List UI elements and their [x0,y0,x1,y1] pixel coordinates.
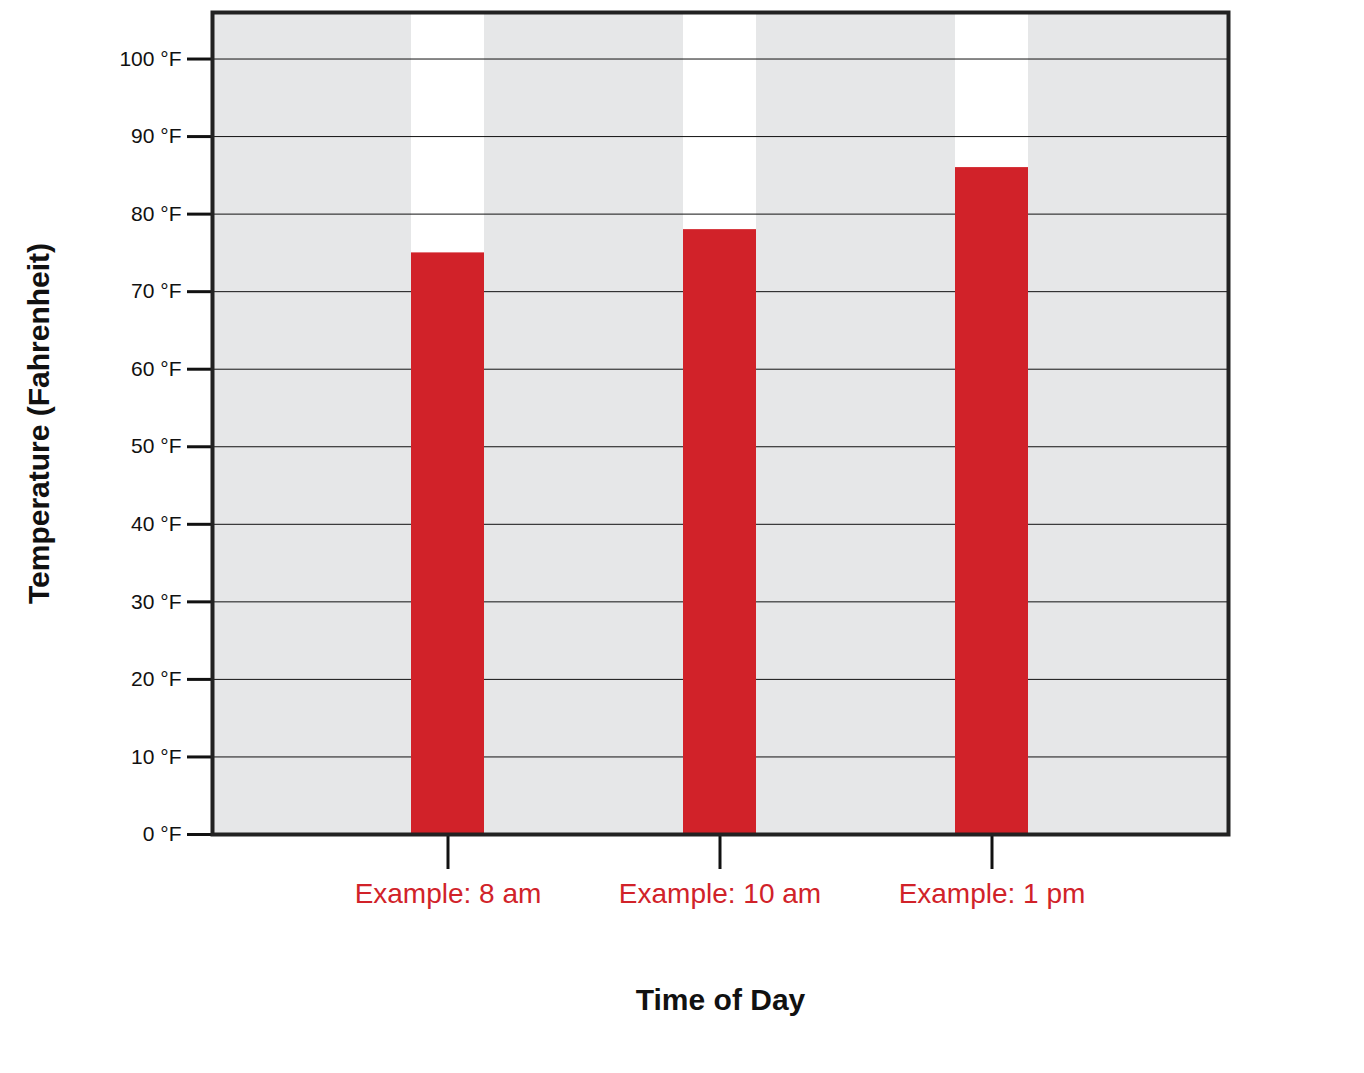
svg-text:10 °F: 10 °F [131,745,181,768]
svg-text:100 °F: 100 °F [119,47,181,70]
svg-text:70 °F: 70 °F [131,279,181,302]
svg-text:20 °F: 20 °F [131,667,181,690]
svg-text:80 °F: 80 °F [131,202,181,225]
svg-text:90 °F: 90 °F [131,124,181,147]
svg-text:50 °F: 50 °F [131,434,181,457]
svg-text:Example: 1 pm: Example: 1 pm [899,878,1086,909]
svg-text:40 °F: 40 °F [131,512,181,535]
svg-text:Temperature (Fahrenheit): Temperature (Fahrenheit) [22,243,55,604]
svg-text:0 °F: 0 °F [143,822,182,845]
svg-text:60 °F: 60 °F [131,357,181,380]
svg-text:30 °F: 30 °F [131,590,181,613]
svg-text:Example: 10 am: Example: 10 am [619,878,821,909]
svg-text:Example: 8 am: Example: 8 am [355,878,542,909]
svg-text:Time of Day: Time of Day [636,983,806,1016]
